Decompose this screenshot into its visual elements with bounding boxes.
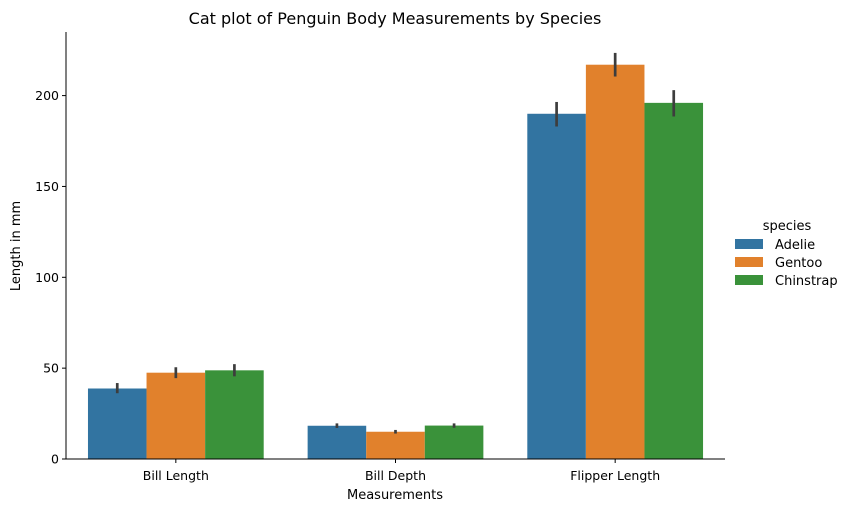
y-tick-label: 200	[35, 88, 59, 103]
bar-adelie	[87, 388, 147, 459]
y-tick-label: 150	[35, 179, 59, 194]
bars-layer	[87, 52, 704, 460]
bar-chinstrap	[644, 102, 704, 460]
bar-adelie	[307, 425, 367, 459]
legend-swatch-gentoo	[735, 257, 763, 267]
legend-title: species	[763, 219, 812, 234]
y-tick-label: 0	[51, 452, 59, 467]
legend-swatch-chinstrap	[735, 275, 763, 285]
y-tick-label: 50	[43, 361, 59, 376]
x-axis-title: Measurements	[347, 488, 443, 503]
bar-adelie	[527, 113, 586, 460]
legend-label-gentoo: Gentoo	[775, 256, 822, 271]
axes-layer: 0 50 100 150 200 Bill Length Bill Depth Flipper…	[35, 32, 725, 483]
x-tick-label: Bill Depth	[365, 468, 426, 483]
legend-label-chinstrap: Chinstrap	[775, 274, 838, 289]
bar-gentoo	[146, 372, 206, 459]
legend: species Adelie Gentoo Chinstrap	[735, 219, 838, 289]
bar-chinstrap	[205, 370, 264, 459]
bar-gentoo	[366, 431, 425, 459]
x-tick-label: Flipper Length	[570, 468, 660, 483]
legend-swatch-adelie	[735, 239, 763, 249]
chart-title: Cat plot of Penguin Body Measurements by…	[189, 9, 602, 28]
x-tick-label: Bill Length	[143, 468, 209, 483]
y-axis-title: Length in mm	[9, 201, 24, 291]
bar-gentoo	[585, 64, 645, 460]
y-tick-label: 100	[35, 270, 59, 285]
bar-chinstrap	[424, 425, 484, 459]
legend-label-adelie: Adelie	[775, 238, 815, 253]
